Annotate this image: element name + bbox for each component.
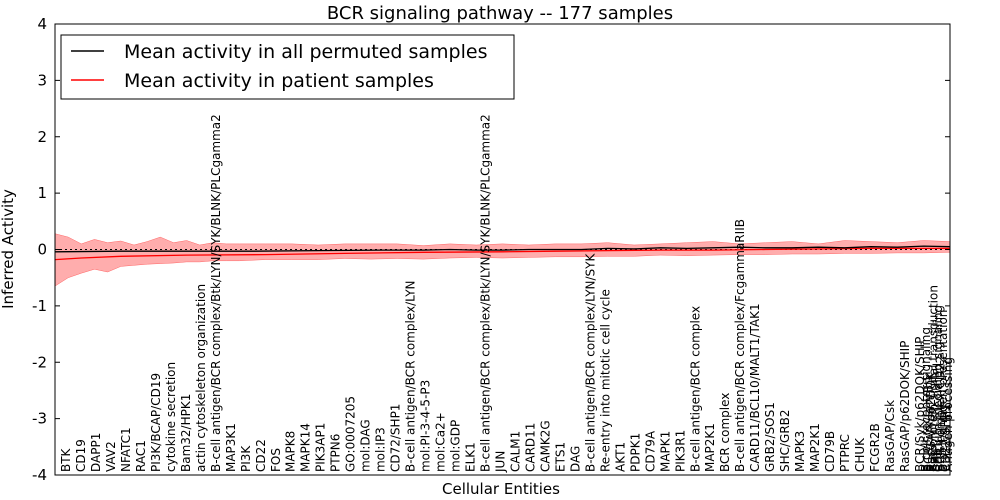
y-tick-label: 4 <box>37 15 47 33</box>
y-tick-label: 2 <box>37 128 47 146</box>
x-category-label: actin cytoskeleton organization <box>194 284 208 472</box>
x-category-label: B-cell antigen presentation <box>936 310 950 472</box>
y-axis-label: Inferred Activity <box>0 189 17 309</box>
x-category-label: MAPK14 <box>299 423 313 472</box>
x-category-label: MAP2K1 <box>808 423 822 472</box>
x-category-label: CHUK <box>853 437 867 472</box>
x-category-label: PIK3R1 <box>673 430 687 472</box>
x-category-label: mol:DAG <box>359 419 373 472</box>
x-category-label: Re-entry into mitotic cell cycle <box>598 289 612 472</box>
x-category-label: CAMK2G <box>538 420 552 472</box>
y-tick-label: 0 <box>37 241 47 259</box>
x-category-label: VAV2 <box>104 441 118 472</box>
x-category-label: B cell receptor signaling <box>919 327 933 472</box>
x-axis-label: Cellular Entities <box>442 480 560 498</box>
x-category-label: DAG <box>568 446 582 472</box>
chart-title: BCR signaling pathway -- 177 samples <box>327 3 673 24</box>
x-category-label: mol:Ca2+ <box>434 412 448 472</box>
x-category-label: B-cell antigen/BCR complex/LYN/SYK <box>583 252 597 472</box>
x-category-label: PIK3AP1 <box>314 423 328 472</box>
x-category-label: PTPN6 <box>329 434 343 472</box>
y-tick-label: 1 <box>37 184 47 202</box>
x-category-label: PTPRC <box>838 434 852 472</box>
x-category-label: MAPK8 <box>284 431 298 472</box>
x-category-label: PI3K <box>239 445 253 472</box>
x-category-label: GO:0007205 <box>344 396 358 472</box>
legend-box <box>60 34 515 100</box>
x-category-label: Bam32/HPK1 <box>179 394 193 472</box>
x-category-label: MAP2K1 <box>703 423 717 472</box>
x-category-label: SHC/GRB2 <box>778 409 792 472</box>
x-category-label: Calcium mediated signaling <box>931 305 945 472</box>
y-tick-label: 3 <box>37 71 47 89</box>
x-category-label: Antigen processing <box>941 357 955 472</box>
x-category-label: RasGAP/p62DOK/SHIP <box>898 341 912 472</box>
y-tick-label: -2 <box>32 353 47 371</box>
x-category-label: DAPP1 <box>89 433 103 472</box>
x-category-label: mol:PI-3-4-5-P3 <box>419 380 433 472</box>
y-tick-label: -3 <box>32 410 47 428</box>
legend-entry-permuted: Mean activity in all permuted samples <box>124 41 487 63</box>
x-category-label: B-cell antigen/BCR complex/Btk/LYN/SYK/B… <box>479 114 493 472</box>
x-category-label: SHIP <box>929 445 943 472</box>
x-category-label: CD22/SHP1 <box>939 404 953 472</box>
x-category-label: ETS1 <box>553 442 567 472</box>
x-category-label: CARD11/BCL10/MALT1/TAK1 <box>748 303 762 472</box>
x-category-label: CALM1 <box>509 431 523 472</box>
x-category-label: GRB2/SOS1 <box>763 402 777 472</box>
x-category-label: PI3K/BCAP/CD19 <box>149 373 163 472</box>
x-category-label: B-cell antigen/BCR complex/Btk/LYN/SYK/B… <box>209 114 223 472</box>
series-line-1 <box>54 245 951 253</box>
x-category-label: AKT1 <box>613 442 627 472</box>
x-category-label: BCR complex/CD22 <box>934 356 948 472</box>
x-category-label: mol:IP3 <box>374 427 388 472</box>
y-tick-label: -4 <box>32 466 47 484</box>
x-category-label: RasGAP/Csk <box>883 400 897 472</box>
legend: Mean activity in all permuted samples Me… <box>60 34 515 100</box>
x-category-label: BCR/Syk/Lyn/Btk <box>921 373 935 472</box>
x-category-label: B-cell antigen/BCR complex/LYN <box>404 280 418 472</box>
series-line-0 <box>54 247 950 261</box>
x-category-label: CD72/SHP1 <box>389 404 403 472</box>
x-category-label: Ras protein signal transduction <box>926 285 940 472</box>
x-category-label: ELK1 <box>464 442 478 472</box>
x-category-label: BTK <box>59 447 73 472</box>
x-category-label: PDPK1 <box>628 433 642 472</box>
x-category-label: B-cell antigen/BCR complex/FcgammaRIIB <box>733 219 747 472</box>
y-tick-label: -1 <box>32 297 47 315</box>
x-category-label: CD79B <box>823 431 837 472</box>
x-category-label: CARD11 <box>524 423 538 472</box>
x-category-label: MAPK1 <box>658 431 672 472</box>
x-category-label: NFATC1 <box>119 427 133 472</box>
x-category-label: JUN <box>494 451 508 473</box>
x-category-label: CD22 <box>254 439 268 472</box>
x-category-label: MAP3K1 <box>224 423 238 472</box>
x-category-label: cytokine secretion <box>164 362 178 472</box>
x-category-label: mol:GDP <box>449 420 463 472</box>
x-category-label: CD79A <box>643 430 657 472</box>
x-category-label: RasGAP/p62DOK <box>924 371 938 472</box>
x-category-label: B-cell antigen/BCR complex <box>688 306 702 472</box>
x-category-label: RAC1 <box>134 440 148 472</box>
legend-entry-patient: Mean activity in patient samples <box>124 70 434 92</box>
x-category-label: BCR/Syk/p62DOK/SHIP <box>913 337 927 472</box>
x-category-label: FOS <box>269 448 283 472</box>
confidence-band <box>54 233 951 287</box>
x-category-label: BCR complex <box>718 393 732 472</box>
x-category-label: MAPK3 <box>793 431 807 472</box>
x-category-label: FCGR2B <box>868 423 882 472</box>
x-category-label: CD19 <box>74 439 88 472</box>
